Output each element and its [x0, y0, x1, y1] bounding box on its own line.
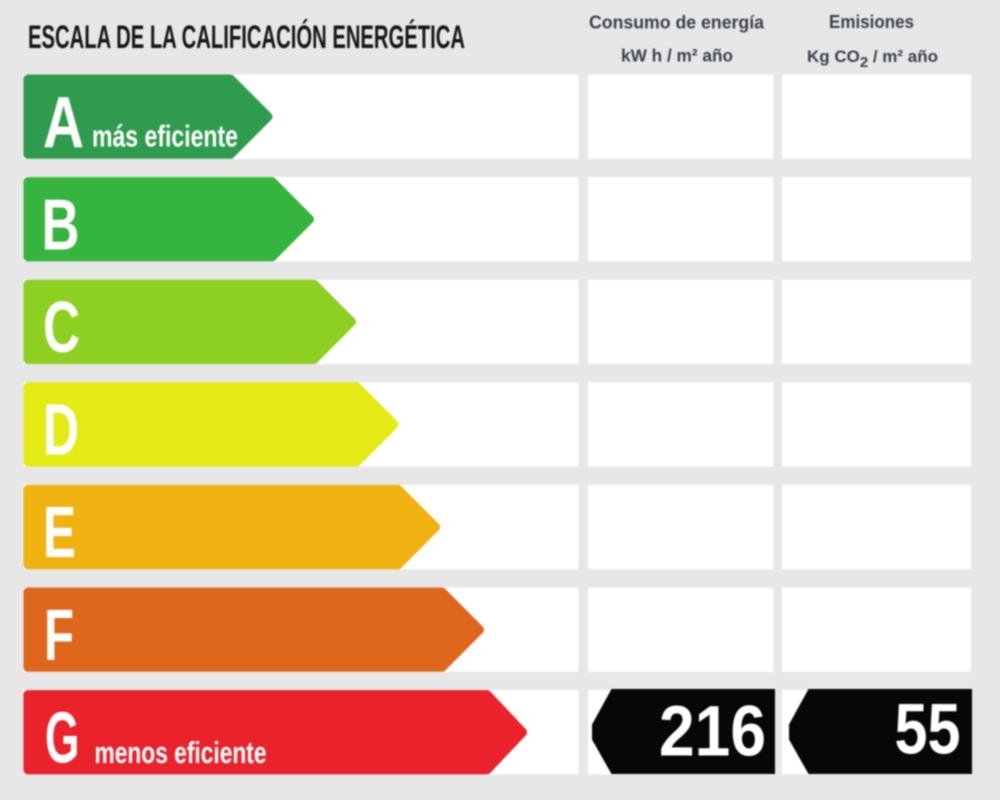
svg-text:A: A	[43, 83, 84, 163]
svg-text:F: F	[44, 596, 74, 676]
svg-text:216: 216	[659, 693, 766, 772]
svg-text:D: D	[43, 391, 79, 471]
svg-text:E: E	[43, 493, 76, 573]
svg-text:C: C	[43, 288, 80, 368]
svg-text:más eficiente: más eficiente	[92, 118, 238, 153]
svg-text:kW h / m² año: kW h / m² año	[621, 46, 733, 66]
svg-text:ESCALA DE LA CALIFICACIÓN ENER: ESCALA DE LA CALIFICACIÓN ENERGÉTICA	[28, 19, 465, 55]
svg-text:B: B	[42, 185, 80, 265]
svg-text:G: G	[45, 698, 80, 778]
svg-text:Emisiones: Emisiones	[829, 11, 914, 32]
svg-text:Consumo de energía: Consumo de energía	[589, 12, 765, 33]
svg-text:55: 55	[895, 690, 961, 769]
svg-text:menos eficiente: menos eficiente	[95, 735, 267, 770]
